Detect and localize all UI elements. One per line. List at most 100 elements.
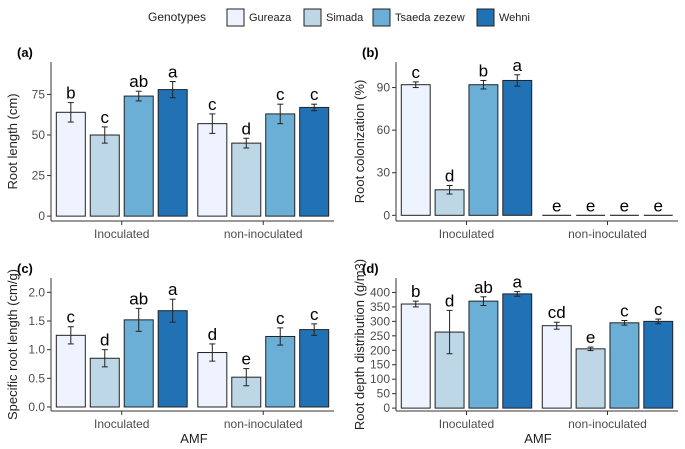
panel-d-bar-tsaeda-zezew-inoculated (468, 300, 499, 409)
legend-label-wehni: Wehni (499, 12, 530, 24)
panel-b-y-tick-label: 60 (377, 123, 391, 137)
panel-b-significance-letter: a (513, 56, 523, 75)
panel-d-significance-letter: c (620, 302, 629, 321)
panel-b-bar-gureaza-inoculated (400, 84, 431, 216)
panel-d-y-tick-label: 400 (370, 285, 390, 299)
legend-swatch-simada (303, 8, 322, 27)
legend-label-simada: Simada (326, 12, 364, 24)
panel-d-bar-gureaza-non-inoculated (541, 325, 572, 409)
panel-a-bar-wehni-non-inoculated (299, 106, 330, 217)
panel-a-significance-letter: c (101, 108, 110, 127)
panel-b-label: (b) (362, 45, 379, 60)
panel-b-significance-letter: e (654, 196, 663, 215)
panel-c-bar-wehni-inoculated (157, 310, 188, 408)
panel-b-y-tick-label: 0 (383, 208, 390, 222)
panel-a-y-tick-label: 75 (32, 87, 46, 101)
legend-swatch-wehni (476, 8, 495, 27)
panel-d-significance-letter: d (445, 291, 454, 310)
panel-d-y-tick-label: 100 (370, 372, 390, 386)
panel-b-significance-letter: b (479, 61, 488, 80)
panel-a-y-tick-label: 25 (32, 169, 46, 183)
panel-b-x-tick-label: Inoculated (439, 227, 494, 241)
panel-a-x-tick-label: non-inoculated (224, 227, 303, 241)
panel-c-y-tick-label: 0.5 (28, 371, 45, 385)
panel-d-significance-letter: c (654, 300, 663, 319)
panel-b-y-tick-label: 30 (377, 166, 391, 180)
panel-b-significance-letter: e (620, 196, 629, 215)
panel-d-bar-wehni-non-inoculated (643, 320, 674, 409)
panel-c-y-tick-label: 0.0 (28, 400, 45, 414)
panel-c-y-tick-label: 2.0 (28, 285, 45, 299)
panel-d-y-tick-label: 50 (377, 387, 391, 401)
panel-a-significance-letter: c (208, 95, 217, 114)
legend-title: Genotypes (148, 10, 206, 24)
panel-a-x-tick-label: Inoculated (94, 227, 149, 241)
panel-a-bar-tsaeda-zezew-non-inoculated (265, 113, 296, 217)
panel-b-significance-letter: e (552, 196, 561, 215)
panel-b-significance-letter: e (586, 196, 595, 215)
panel-c-significance-letter: a (168, 280, 178, 299)
panel-d-y-tick-label: 350 (370, 300, 390, 314)
panel-a-significance-letter: b (66, 84, 75, 103)
panel-c-significance-letter: e (242, 350, 251, 369)
panel-a-significance-letter: c (310, 85, 319, 104)
panel-d-y-axis-title: Root depth distribution (g/m3) (352, 259, 367, 430)
panel-a-significance-letter: d (242, 119, 251, 138)
panel-d-x-tick-label: non-inoculated (568, 417, 647, 431)
legend: Genotypes Gureaza Simada Tsaeda zezew We… (148, 8, 530, 27)
panel-d-significance-letter: cd (548, 303, 566, 322)
panel-d-y-tick-label: 200 (370, 343, 390, 357)
panel-c-y-tick-label: 1.0 (28, 343, 45, 357)
panel-d-y-tick-label: 150 (370, 358, 390, 372)
panel-b-significance-letter: c (411, 63, 420, 82)
panel-a-significance-letter: ab (129, 72, 148, 91)
panel-b-x-tick-label: non-inoculated (568, 227, 647, 241)
panel-b: (b) Root colonization (%) 0 30 60 90 Inoculate… (352, 45, 678, 241)
panel-c-significance-letter: c (276, 309, 285, 328)
panel-a-bar-tsaeda-zezew-inoculated (123, 95, 154, 217)
panel-a-y-axis-title: Root length (cm) (5, 93, 20, 189)
panel-c-bar-tsaeda-zezew-non-inoculated (265, 335, 296, 408)
panel-c-significance-letter: c (67, 308, 76, 327)
legend-label-gureaza: Gureaza (249, 12, 292, 24)
x-axis-title-right: AMF (524, 431, 552, 446)
panel-c-x-tick-label: non-inoculated (224, 417, 303, 431)
panel-a-y-tick-label: 0 (38, 209, 45, 223)
panel-a-bar-gureaza-inoculated (55, 111, 86, 217)
panel-c-significance-letter: d (208, 325, 217, 344)
panel-c-label: (c) (17, 261, 33, 276)
panel-c-y-tick-label: 1.5 (28, 314, 45, 328)
panel-c-significance-letter: ab (129, 289, 148, 308)
panel-a-bar-wehni-inoculated (157, 89, 188, 217)
panel-d-bar-tsaeda-zezew-non-inoculated (609, 322, 640, 409)
panel-d-significance-letter: e (586, 328, 595, 347)
panel-b-significance-letter: d (445, 167, 454, 186)
panel-c-bar-tsaeda-zezew-inoculated (123, 319, 154, 408)
panel-c-bar-wehni-non-inoculated (299, 329, 330, 408)
panel-d: (d)Root depth distribution (g/m3) 0501001… (352, 259, 678, 431)
panel-d-bar-wehni-inoculated (502, 293, 533, 409)
panel-c-significance-letter: c (310, 305, 319, 324)
panel-d-y-tick-label: 250 (370, 329, 390, 343)
legend-swatch-gureaza (226, 8, 245, 27)
panel-b-bar-wehni-inoculated (502, 79, 533, 216)
panel-a-significance-letter: a (168, 62, 178, 81)
panel-c-x-tick-label: Inoculated (94, 417, 149, 431)
panel-a-bar-simada-non-inoculated (231, 142, 262, 217)
panel-c-significance-letter: d (100, 331, 109, 350)
panel-d-bar-simada-non-inoculated (575, 348, 606, 409)
panel-b-y-tick-label: 90 (377, 81, 391, 95)
panel-d-y-tick-label: 300 (370, 314, 390, 328)
panel-a-bar-simada-inoculated (89, 134, 120, 217)
panel-c-bar-gureaza-inoculated (55, 334, 86, 408)
panel-d-label: (d) (362, 261, 379, 276)
panel-a-significance-letter: c (276, 85, 285, 104)
panel-c-y-axis-title: Specific root length (cm/g) (5, 269, 20, 420)
panel-b-bar-tsaeda-zezew-inoculated (468, 84, 499, 216)
panel-d-bar-gureaza-inoculated (400, 303, 431, 409)
legend-swatch-tsaeda-zezew (372, 8, 391, 27)
panel-a-label: (a) (17, 45, 33, 60)
x-axis-title-left: AMF (180, 431, 208, 446)
panel-a: (a)Root length (cm)0255075Inoculatedbcab… (5, 45, 334, 241)
